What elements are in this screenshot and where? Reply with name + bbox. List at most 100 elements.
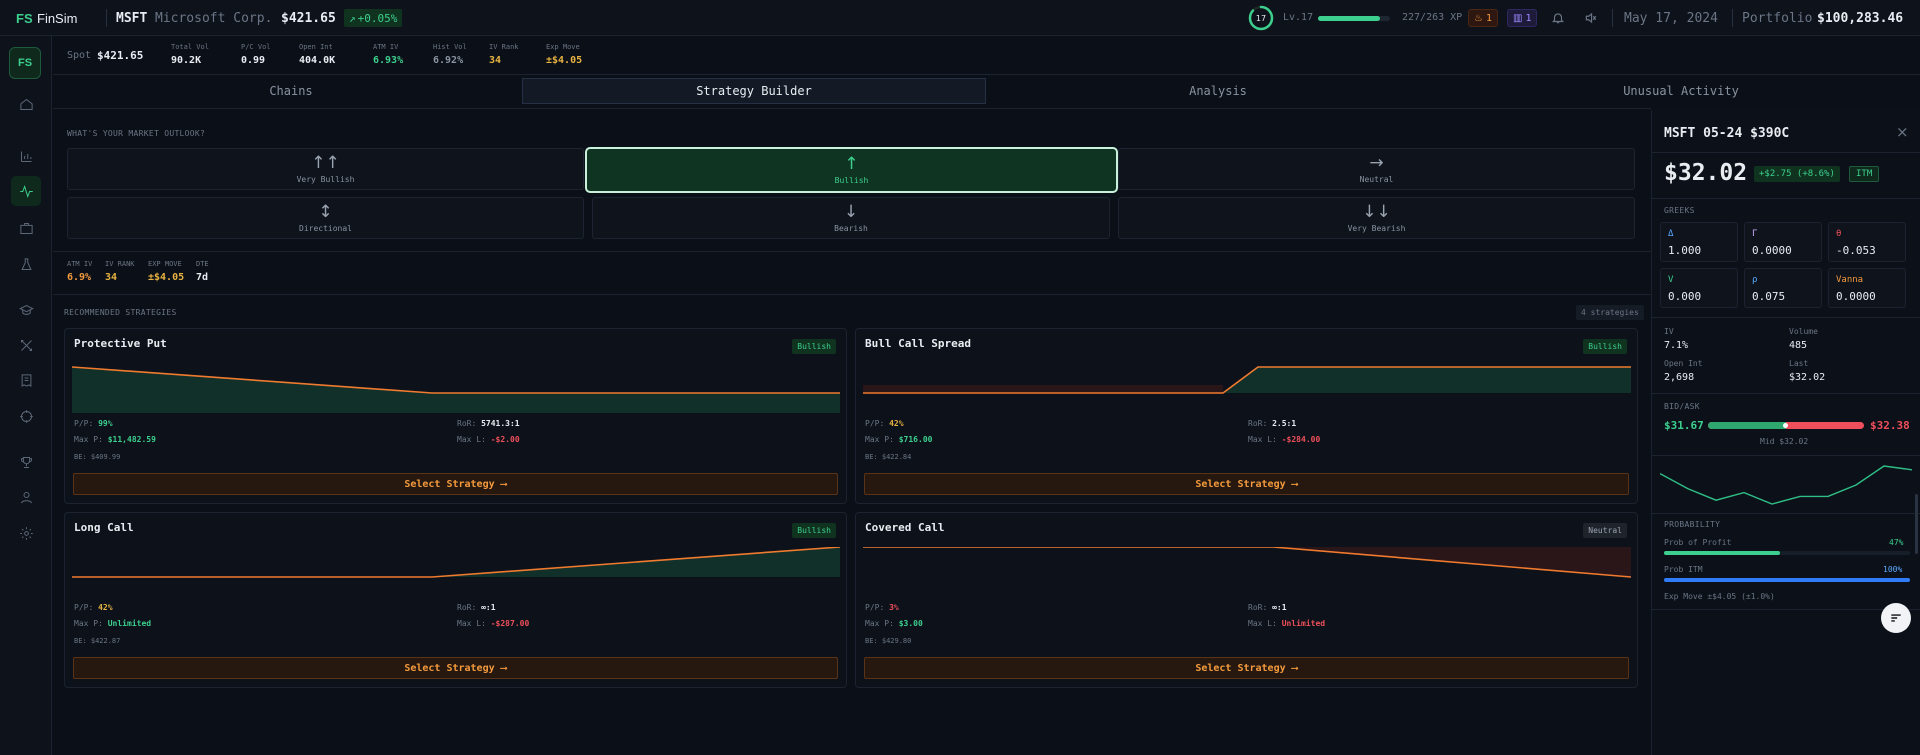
bell-icon[interactable] [1551,11,1565,25]
speaker-icon[interactable] [1584,11,1598,25]
select-strategy-button[interactable]: Select Strategy ⟶ [73,657,838,679]
strategy-stat: P/P: 42% [74,603,113,612]
greek-value: -0.053 [1836,244,1876,257]
strategy-card[interactable]: Long Call Bullish P/P: 42% Max P: Unlimited… [64,512,847,688]
strategy-card[interactable]: Bull Call Spread Bullish P/P: 42% Max P: $7… [855,328,1638,504]
stat-value: ∞:1 [481,603,496,612]
outlook-arrow-icon: ↑↑ [311,152,340,173]
mini-stat-value: 6.9% [67,272,92,283]
home-icon[interactable] [14,92,38,116]
payoff-chart [72,366,840,413]
strategy-name: Bull Call Spread [865,337,971,350]
journal-badge[interactable]: ▥ 1 [1507,9,1538,27]
breakeven-label: BE: $409.99 [74,453,121,461]
outlook-option-label: Bearish [834,223,868,233]
select-strategy-button[interactable]: Select Strategy ⟶ [73,473,838,495]
payoff-chart [863,547,1631,578]
level-label: Lv.17 [1283,12,1314,23]
strategy-count: 4 strategies [1576,305,1644,320]
pop-label: Prob of Profit [1664,538,1732,547]
outlook-option-label: Neutral [1359,174,1394,184]
stat-value: 6.93% [373,55,404,66]
close-icon[interactable]: × [1896,123,1909,141]
payoff-line [863,366,1631,394]
iv-value: 7.1% [1664,340,1689,351]
receipt-icon[interactable] [14,368,38,392]
outlook-option-very-bearish[interactable]: ↓↓ Very Bearish [1118,197,1635,239]
stat-label: Max L: [457,435,486,444]
strategy-stat: Max L: -$287.00 [457,619,529,628]
strategy-stat: Max P: $11,482.59 [74,435,156,444]
strategy-name: Protective Put [74,337,167,350]
stat-value: 6.92% [433,55,464,66]
tab-unusual-activity[interactable]: Unusual Activity [1623,84,1739,98]
tools-icon[interactable] [14,333,38,357]
greek-value: 0.000 [1668,290,1702,303]
strategy-stat: RoR: ∞:1 [457,603,496,612]
mini-stat-label: IV RANK [105,260,135,268]
option-price: $32.02 [1664,160,1748,186]
outlook-option-neutral[interactable]: → Neutral [1118,148,1635,190]
payoff-area [72,367,840,413]
iv-label: IV [1664,327,1674,336]
volume-value: 485 [1789,340,1808,351]
user-icon[interactable] [14,485,38,509]
tab-chains[interactable]: Chains [269,84,313,98]
select-strategy-button[interactable]: Select Strategy ⟶ [864,657,1629,679]
bidask-heading: BID/ASK [1664,402,1700,411]
briefcase-icon[interactable] [14,216,38,240]
trophy-icon[interactable] [14,450,38,474]
target-icon[interactable] [14,404,38,428]
portfolio-value[interactable]: $100,283.46 [1817,11,1904,26]
top-bar: FS FinSim MSFT Microsoft Corp. $421.65 ↗… [0,0,1920,36]
ask-value: $32.38 [1870,419,1910,432]
last-label: Last [1789,359,1809,368]
ticker-price: $421.65 [281,11,336,26]
pop-value: 47% [1889,538,1904,547]
streak-badge[interactable]: ♨ 1 [1468,9,1498,27]
stat-label: P/C Vol [241,43,271,51]
strategy-card[interactable]: Protective Put Bullish P/P: 99% Max P: $11,… [64,328,847,504]
stat-value: -$2.00 [490,435,520,444]
stat-value: 90.2K [171,55,202,66]
outlook-option-bullish[interactable]: ↑ Bullish [585,147,1118,193]
app-name: FinSim [37,11,78,26]
greeks-heading: GREEKS [1664,206,1695,215]
gear-icon[interactable] [14,521,38,545]
select-strategy-button[interactable]: Select Strategy ⟶ [864,473,1629,495]
stat-value: Unlimited [1281,619,1326,628]
scrollbar-thumb[interactable] [1915,494,1918,554]
stat-label: Hist Vol [433,43,467,51]
activity-icon[interactable] [11,176,41,206]
recommended-heading: RECOMMENDED STRATEGIES [64,308,177,317]
stat-label: ATM IV [373,43,399,51]
flask-icon[interactable] [14,252,38,276]
stats-strip: Spot $421.65 Total Vol 90.2K P/C Vol 0.99 Op… [53,37,1920,75]
book-icon: ▥ [1513,12,1523,24]
stat-label: RoR: [457,603,477,612]
outlook-option-very-bullish[interactable]: ↑↑ Very Bullish [67,148,584,190]
bar-chart-icon[interactable] [14,144,38,168]
sidebar-logo[interactable]: FS [9,47,41,79]
strategy-badge: Bullish [792,523,836,538]
exp-move-note: Exp Move ±$4.05 (±1.0%) [1664,592,1775,601]
ticker-symbol[interactable]: MSFT [116,11,148,26]
stat-value: $3.00 [898,619,923,628]
payoff-line [72,547,840,578]
open-interest-label: Open Int [1664,359,1703,368]
filter-fab[interactable] [1881,603,1911,633]
strategy-badge: Neutral [1583,523,1627,538]
stat-label: RoR: [1248,419,1268,428]
bid-value: $31.67 [1664,419,1704,432]
tab-strategy-builder[interactable]: Strategy Builder [522,78,986,104]
graduation-cap-icon[interactable] [14,298,38,322]
outlook-arrow-icon: ↓↓ [1362,201,1391,222]
strategy-stat: RoR: 5741.3:1 [457,419,520,428]
portfolio-label: Portfolio [1742,11,1813,26]
outlook-option-directional[interactable]: ↕ Directional [67,197,584,239]
strategy-card[interactable]: Covered Call Neutral P/P: 3% Max P: $3.00 Ro… [855,512,1638,688]
stat-value: 42% [98,603,113,612]
outlook-option-bearish[interactable]: ↓ Bearish [592,197,1110,239]
stat-value: $716.00 [898,435,933,444]
tab-analysis[interactable]: Analysis [1189,84,1247,98]
